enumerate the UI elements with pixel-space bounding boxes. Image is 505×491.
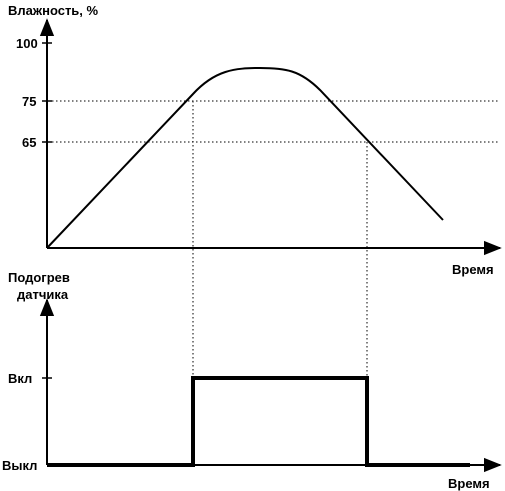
tick-on-label: Вкл: [8, 371, 32, 386]
top-y-axis-label: Влажность, %: [8, 3, 99, 18]
tick-75-label: 75: [22, 94, 36, 109]
tick-100-label: 100: [16, 36, 38, 51]
tick-65-label: 65: [22, 135, 36, 150]
humidity-curve: [46, 66, 444, 249]
top-x-axis-label: Время: [452, 262, 494, 277]
heater-signal: [47, 376, 470, 467]
bottom-x-axis-label: Время: [448, 476, 490, 491]
bottom-y-axis-label-line2: датчика: [17, 287, 69, 302]
bottom-y-axis-label-line1: Подогрев: [8, 270, 70, 285]
tick-off-label: Выкл: [2, 458, 37, 473]
